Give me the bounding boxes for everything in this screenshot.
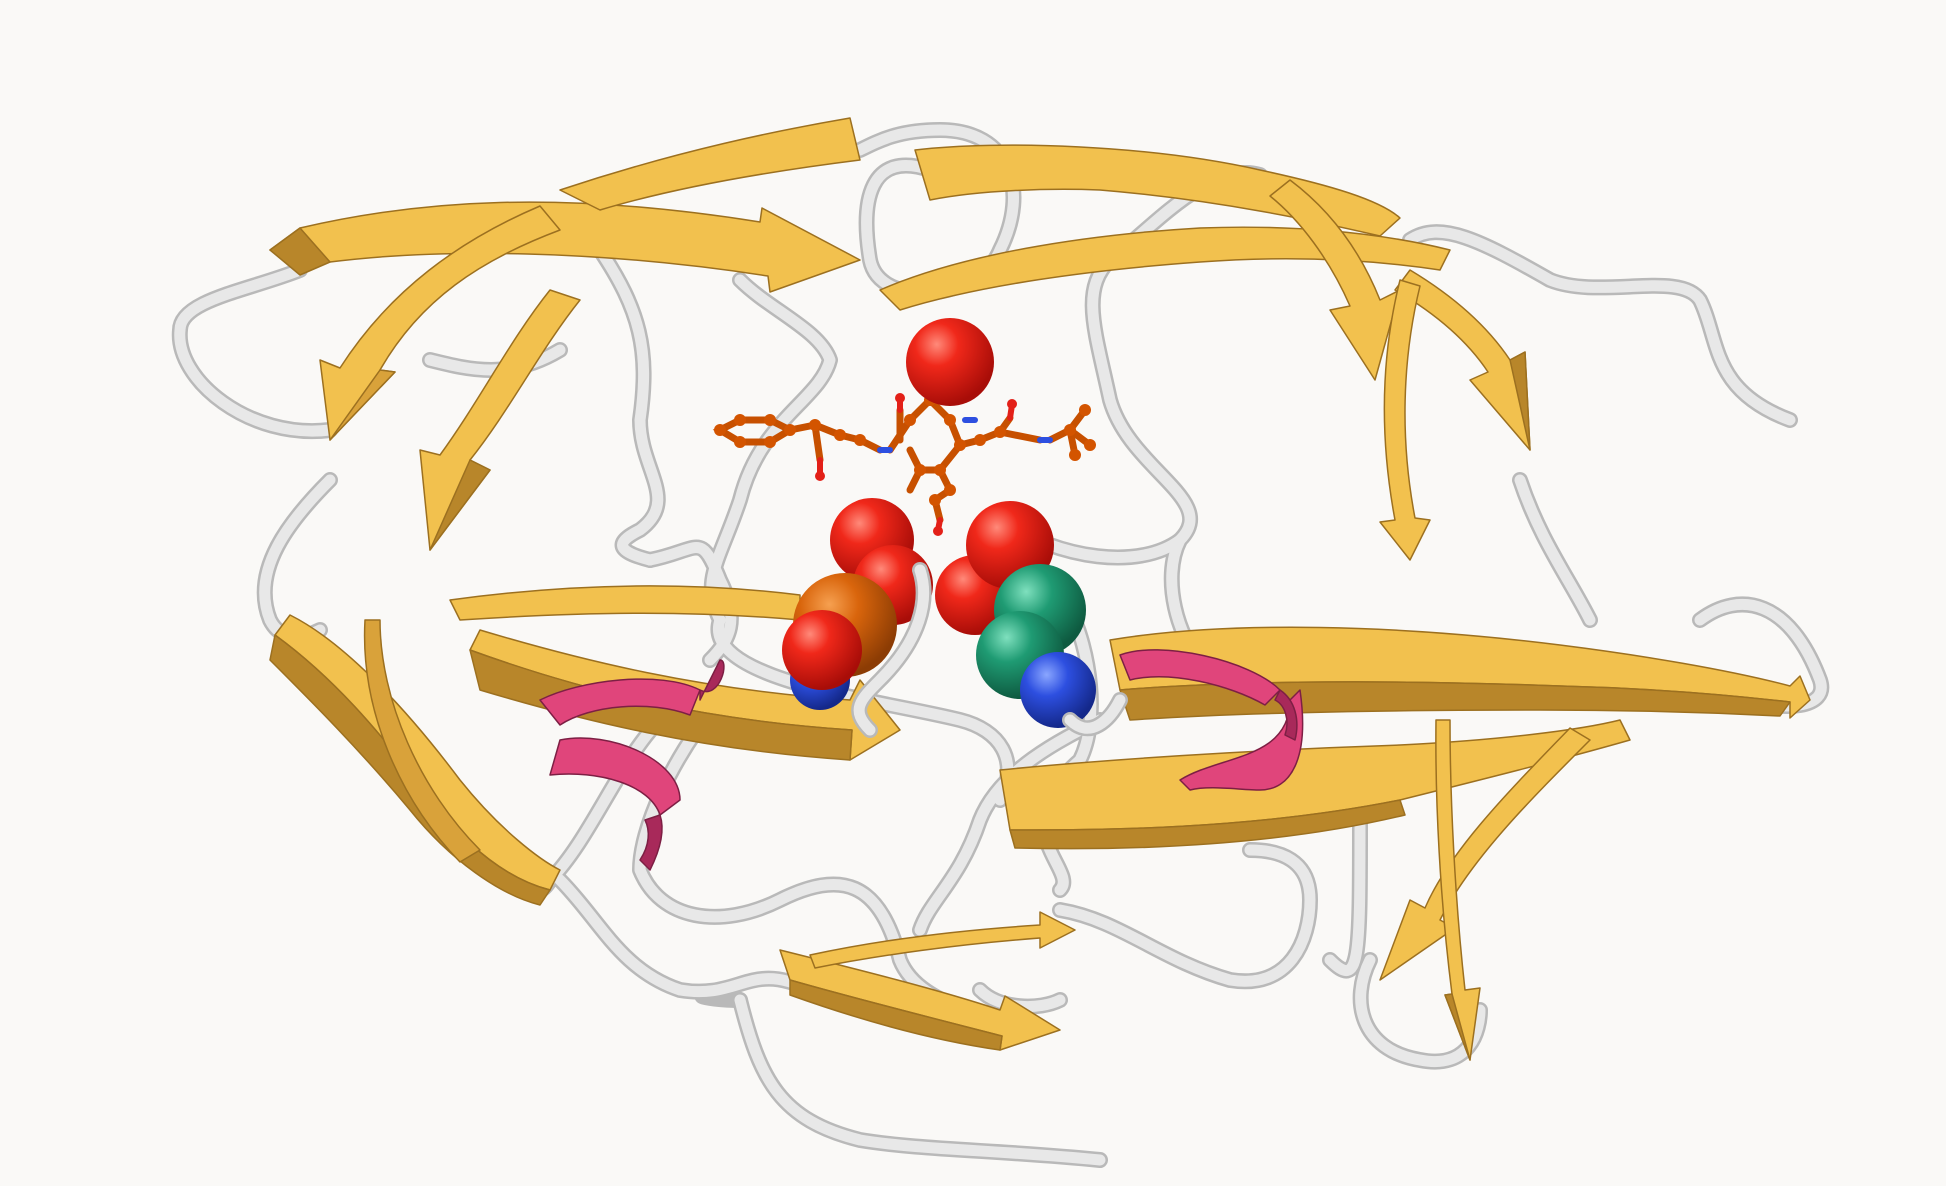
beta-strand [809,911,1076,969]
beta-strand [1379,727,1591,981]
beta-strand-shade [1009,799,1406,850]
beta-strand [559,117,861,211]
ligand-atoms [714,379,1096,506]
alpha-helix [1274,689,1298,741]
space-filling-atoms [782,318,1096,728]
nitrogen-sphere [1020,652,1096,728]
beta-strand-shade [1444,993,1471,1061]
alpha-helix [549,737,681,816]
alpha-helix [639,814,663,871]
beta-strand-shade [269,227,331,276]
beta-strand [1379,279,1431,561]
beta-strand [1269,179,1401,381]
beta-strand-shade [1509,351,1531,451]
alpha-helices [539,649,1304,871]
ligand-oxygen-atoms [815,393,1017,536]
beta-strand-shade [429,459,491,551]
ball-and-stick-ligand [712,379,1096,536]
beta-strand-shade [789,979,1003,1051]
alpha-helix [1179,689,1304,791]
oxygen-sphere [782,610,862,690]
alpha-helix [699,659,725,701]
beta-strand [1394,269,1531,451]
coil-loops-front [851,562,1128,738]
beta-strand-shade [269,634,551,906]
beta-strand [914,144,1401,237]
beta-strand [363,619,481,863]
oxygen-sphere [906,318,994,406]
beta-strand [879,226,1451,311]
beta-strand-shade [329,369,396,441]
